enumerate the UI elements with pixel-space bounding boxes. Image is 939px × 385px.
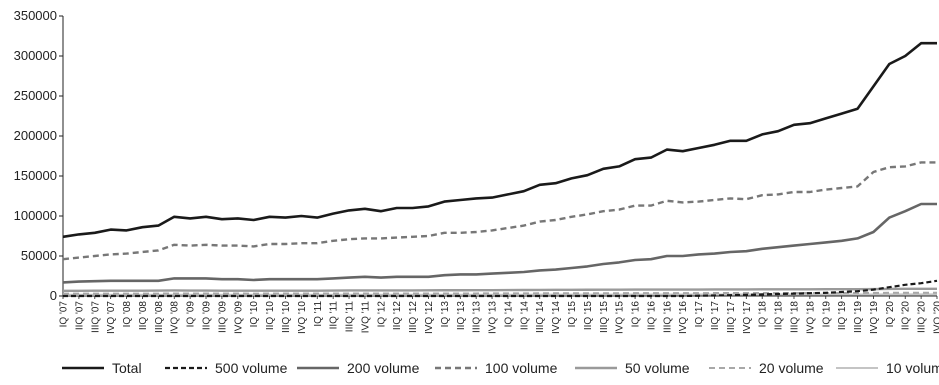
y-tick-label: 200000 — [14, 128, 57, 143]
legend-label: 10 volume — [886, 360, 939, 376]
x-tick-label: IVQ '19 — [869, 301, 880, 334]
x-tick-label: IQ '19 — [821, 301, 832, 328]
legend-label: 50 volume — [625, 360, 690, 376]
x-tick-label: IIIQ '11 — [345, 301, 356, 333]
series-line-500-volume — [63, 279, 938, 298]
x-tick-label: IIQ '09 — [202, 301, 213, 331]
y-tick-label: 100000 — [14, 208, 57, 223]
x-tick-label: IVQ '17 — [742, 301, 753, 334]
x-tick-label: IIQ '18 — [774, 301, 785, 331]
series-line-100-volume — [62, 161, 937, 261]
x-tick-label: IIQ '12 — [392, 301, 403, 331]
x-tick-label: IIIQ '10 — [281, 301, 292, 333]
x-tick-label: IQ '15 — [567, 301, 578, 328]
x-tick-label: IVQ '09 — [233, 301, 244, 334]
x-tick-label: IIIQ '16 — [662, 301, 673, 333]
x-tick-label: IIIQ '14 — [535, 301, 546, 333]
series-line-50-volume — [63, 287, 937, 292]
y-tick-label: 300000 — [14, 48, 57, 63]
x-tick-label: IVQ '07 — [106, 301, 117, 334]
x-axis-ticks: IQ '07 IIQ '07 IIIQ '07 IVQ '07 IQ '08 IIQ '0… — [59, 296, 939, 334]
x-tick-label: IVQ '15 — [615, 301, 626, 334]
x-tick-label: IVQ '16 — [678, 301, 689, 334]
series-line-200-volume — [62, 202, 937, 284]
legend-label: 20 volume — [759, 360, 824, 376]
x-tick-label: IVQ '18 — [805, 301, 816, 334]
x-tick-label: IQ '18 — [758, 301, 769, 328]
x-tick-label: IQ '16 — [631, 301, 642, 328]
x-tick-label: IQ '20 — [885, 301, 896, 328]
x-tick-label: IIIQ '20 — [917, 301, 928, 333]
x-tick-label: IIQ '16 — [646, 301, 657, 331]
x-tick-label: IVQ '11 — [360, 301, 371, 334]
legend-label: 200 volume — [347, 360, 420, 376]
x-tick-label: IIQ '11 — [329, 301, 340, 330]
x-tick-label: IIQ '15 — [583, 301, 594, 331]
axes — [62, 16, 937, 297]
x-tick-label: IVQ '20 — [933, 301, 939, 334]
x-tick-label: IVQ '14 — [551, 301, 562, 334]
x-tick-label: IIIQ '12 — [408, 301, 419, 333]
series-lines — [62, 41, 938, 298]
legend-label: 500 volume — [215, 360, 288, 376]
series-line-20-volume — [63, 291, 937, 295]
x-tick-label: IIQ '19 — [837, 301, 848, 331]
x-tick-label: IVQ '08 — [170, 301, 181, 334]
y-tick-label: 50000 — [21, 248, 57, 263]
x-tick-label: IIIQ '07 — [90, 301, 101, 333]
y-tick-label: 250000 — [14, 88, 57, 103]
x-tick-label: IQ '07 — [59, 301, 70, 328]
x-tick-label: IQ '09 — [186, 301, 197, 328]
y-tick-label: 350000 — [14, 8, 57, 23]
series-line-total — [62, 41, 937, 239]
x-tick-label: IIIQ '17 — [726, 301, 737, 333]
x-tick-label: IIQ '07 — [74, 301, 85, 331]
x-tick-label: IIIQ '19 — [853, 301, 864, 333]
legend-label: 100 volume — [485, 360, 558, 376]
x-tick-label: IVQ '13 — [488, 301, 499, 334]
x-tick-label: IIQ '13 — [456, 301, 467, 331]
x-tick-label: IIQ '17 — [710, 301, 721, 331]
legend-label: Total — [112, 360, 142, 376]
x-tick-label: IIIQ '09 — [217, 301, 228, 333]
legend: Total 500 volume 200 volume 100 volume 50 vo… — [62, 360, 939, 376]
x-tick-label: IIQ '08 — [138, 301, 149, 331]
x-tick-label: IIIQ '08 — [154, 301, 165, 333]
x-tick-label: IQ '13 — [440, 301, 451, 328]
y-tick-label: 150000 — [14, 168, 57, 183]
x-tick-label: IVQ '12 — [424, 301, 435, 334]
x-tick-label: IVQ '10 — [297, 301, 308, 334]
x-tick-label: IIIQ '15 — [599, 301, 610, 333]
x-tick-label: IIQ '10 — [265, 301, 276, 331]
x-tick-label: IIIQ '13 — [472, 301, 483, 333]
x-tick-label: IQ '08 — [122, 301, 133, 328]
x-tick-label: IQ '17 — [694, 301, 705, 328]
x-tick-label: IQ '12 — [376, 301, 387, 328]
x-tick-label: IQ '14 — [503, 301, 514, 328]
x-tick-label: IIQ '14 — [519, 301, 530, 331]
y-axis-ticks: 0 50000 100000 150000 200000 250000 300000 3500… — [14, 8, 63, 303]
x-tick-label: IIIQ '18 — [789, 301, 800, 333]
x-tick-label: IQ '11 — [313, 301, 324, 327]
x-tick-label: IIQ '20 — [901, 301, 912, 331]
y-tick-label: 0 — [50, 288, 57, 303]
x-tick-label: IQ '10 — [249, 301, 260, 328]
